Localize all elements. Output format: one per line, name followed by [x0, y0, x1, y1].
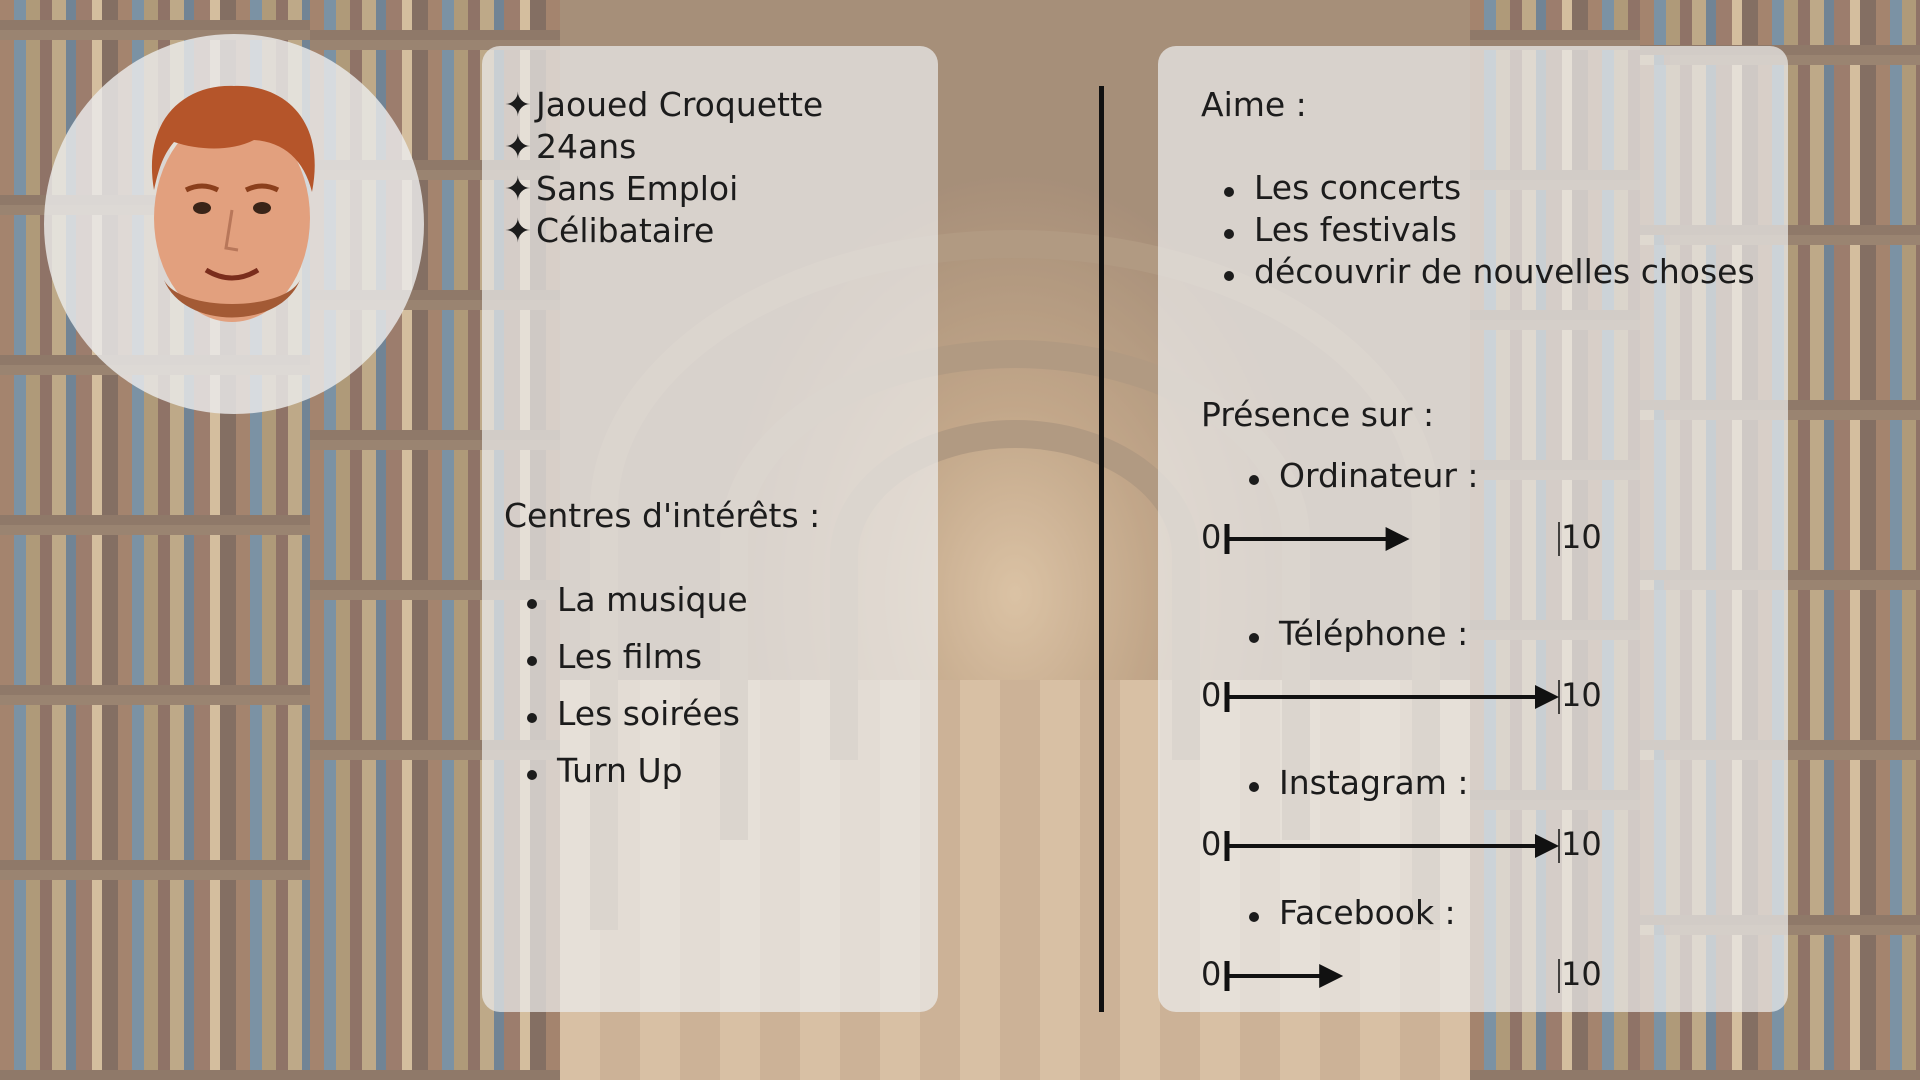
identity-job: ✦ Sans Emploi: [504, 168, 823, 210]
arrow-head: [1535, 834, 1559, 858]
identity-panel: [482, 46, 938, 1012]
arrow-head: [1385, 527, 1410, 551]
interest-item: Les soirées: [527, 694, 740, 733]
preferences-panel: [1158, 46, 1788, 1012]
presence-label: Facebook :: [1249, 893, 1456, 932]
interests-heading: Centres d'intérêts :: [504, 496, 821, 535]
avatar: [151, 85, 315, 322]
interest-item: Les films: [526, 637, 703, 676]
identity-age: ✦ 24ans: [504, 126, 823, 168]
status-text: Célibataire: [536, 211, 715, 250]
presence-label: Téléphone :: [1248, 614, 1469, 653]
like-item: Les festivals: [1223, 210, 1458, 249]
star-icon: ✦: [504, 211, 532, 250]
interest-item: Turn Up: [527, 751, 683, 790]
scale-max: 10: [1561, 825, 1602, 863]
arrow-head: [1535, 685, 1559, 709]
scale-min: 0: [1201, 676, 1222, 714]
arrow-right-icon: [1224, 522, 1560, 556]
presence-label: Ordinateur :: [1249, 456, 1479, 495]
presence-label: Instagram :: [1249, 763, 1469, 802]
presence-scale: 0 10: [1201, 676, 1621, 716]
like-item: découvrir de nouvelles choses: [1224, 252, 1755, 291]
arrow-right-icon: [1224, 959, 1560, 993]
identity-name: ✦ Jaoued Croquette: [504, 84, 823, 126]
arrow-right-icon: [1224, 680, 1560, 714]
presence-heading: Présence sur :: [1201, 395, 1435, 434]
interest-item: La musique: [527, 580, 748, 619]
likes-heading: Aime :: [1201, 85, 1307, 124]
scale-min: 0: [1201, 955, 1222, 993]
job-text: Sans Emploi: [536, 169, 739, 208]
presence-scale: 0 10: [1201, 518, 1621, 558]
identity-status: ✦ Célibataire: [504, 210, 823, 252]
arrow-head: [1319, 964, 1344, 988]
presence-scale: 0 10: [1201, 825, 1621, 865]
like-item: Les concerts: [1223, 168, 1462, 207]
arrow-right-icon: [1224, 829, 1560, 863]
name-text: Jaoued Croquette: [536, 85, 824, 124]
vertical-divider: [1099, 86, 1104, 1012]
scale-min: 0: [1201, 518, 1222, 556]
scale-max: 10: [1561, 955, 1602, 993]
star-icon: ✦: [504, 169, 532, 208]
presence-scale: 0 10: [1201, 955, 1621, 995]
age-text: 24ans: [536, 127, 637, 166]
identity-list: ✦ Jaoued Croquette ✦ 24ans ✦ Sans Emploi ✦ C…: [504, 84, 823, 252]
scale-min: 0: [1201, 825, 1222, 863]
scale-max: 10: [1561, 518, 1602, 556]
star-icon: ✦: [504, 127, 532, 166]
scale-max: 10: [1561, 676, 1602, 714]
star-icon: ✦: [504, 85, 532, 124]
